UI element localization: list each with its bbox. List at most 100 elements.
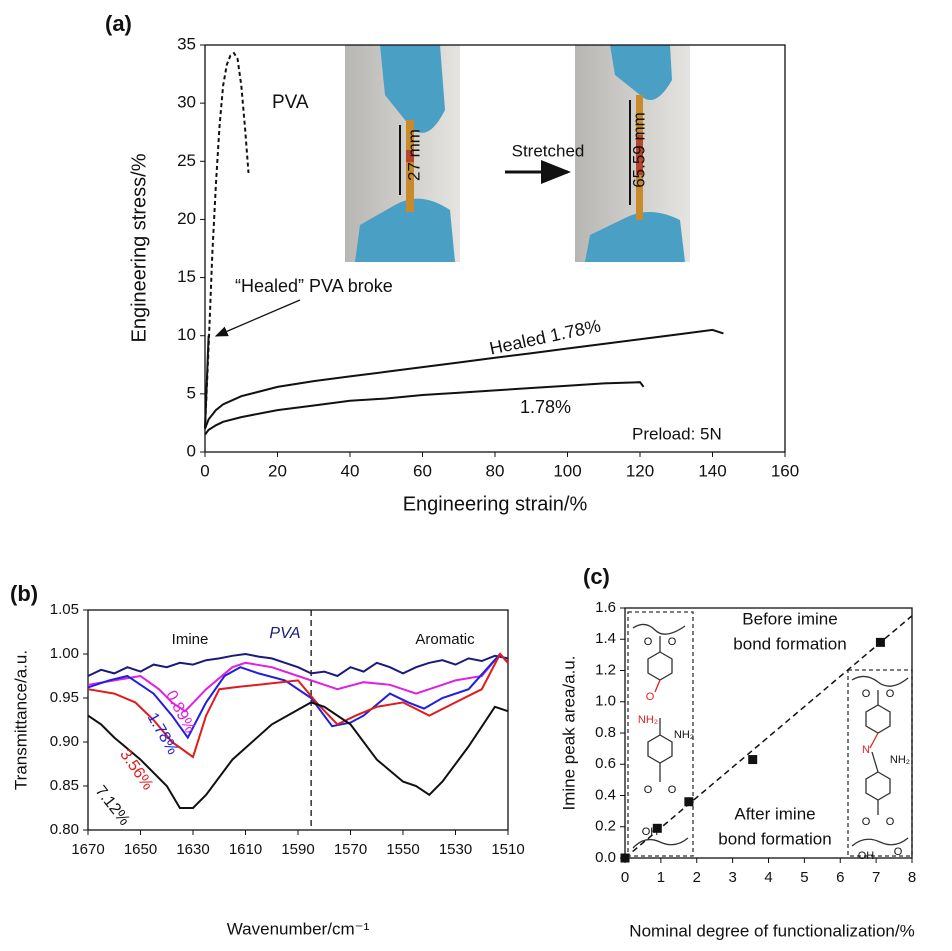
x-axis-title: Nominal degree of functionalization/%: [629, 921, 914, 940]
annotation: “Healed” PVA broke: [235, 276, 393, 296]
y-tick-label: 1.2: [595, 661, 616, 678]
annotation: Aromatic: [415, 631, 475, 648]
photo-inset: [345, 45, 690, 262]
annotation: bond formation: [718, 829, 831, 848]
trend-line: [624, 615, 913, 859]
y-tick-label: 0.90: [50, 733, 79, 750]
y-tick-label: 1.4: [595, 630, 616, 647]
atom-label: O: [862, 688, 871, 700]
inset-label: 65.59 mm: [629, 112, 648, 188]
atom-label: O: [894, 846, 903, 858]
atom-label: NH₂: [890, 754, 910, 766]
data-line: [204, 51, 250, 429]
x-tick-label: 140: [698, 461, 726, 480]
y-tick-label: 0.85: [50, 777, 79, 794]
data-point: [620, 853, 630, 863]
y-tick-label: 1.0: [595, 693, 616, 710]
x-tick-label: 1: [657, 869, 665, 886]
y-tick-label: 10: [177, 325, 196, 344]
annotation: Preload: 5N: [632, 424, 722, 443]
x-tick-label: 1530: [439, 841, 472, 858]
inset-label: Stretched: [512, 141, 585, 160]
data-line: [87, 652, 509, 759]
data-line: [87, 652, 509, 678]
y-tick-label: 0: [187, 441, 196, 460]
y-axis-title: Engineering stress/%: [128, 153, 150, 342]
atom-label: O: [668, 784, 677, 796]
x-tick-label: 8: [908, 869, 916, 886]
y-axis-title: Imine peak area/a.u.: [559, 656, 578, 811]
atom-label: O: [668, 636, 677, 648]
inset-label: 27 mm: [404, 129, 423, 181]
x-tick-label: 4: [764, 869, 772, 886]
x-tick-label: 40: [341, 461, 360, 480]
y-tick-label: 0.8: [595, 724, 616, 741]
x-tick-label: 1670: [71, 841, 104, 858]
panel-label: (b): [10, 581, 38, 606]
data-point: [748, 755, 758, 765]
x-tick-label: 1630: [176, 841, 209, 858]
atom-label: O: [886, 816, 895, 828]
x-tick-label: 1570: [334, 841, 367, 858]
atom-label: OH: [858, 850, 875, 862]
annotation: 1.78%: [520, 397, 571, 417]
x-tick-label: 20: [268, 461, 287, 480]
y-tick-label: 0.95: [50, 689, 79, 706]
series-label: 7.12%: [92, 783, 133, 829]
data-line: [204, 335, 210, 429]
atom-label: NH₂: [638, 714, 658, 726]
y-tick-label: 35: [177, 34, 196, 53]
data-line: [87, 652, 509, 713]
y-tick-label: 30: [177, 93, 196, 112]
x-tick-label: 1650: [124, 841, 157, 858]
x-tick-label: 100: [553, 461, 581, 480]
atom-label: OH: [642, 826, 659, 838]
data-line: [87, 701, 509, 809]
annotation: Imine: [172, 631, 209, 648]
x-tick-label: 160: [771, 461, 799, 480]
x-axis-title: Engineering strain/%: [403, 493, 588, 515]
data-line: [87, 652, 509, 740]
atom-label: NH₂: [674, 729, 694, 741]
x-tick-label: 0: [200, 461, 209, 480]
panel-label: (c): [583, 564, 610, 589]
y-tick-label: 1.6: [595, 599, 616, 616]
annotation-arrow: [214, 299, 301, 337]
data-point: [652, 823, 662, 833]
y-tick-label: 0.80: [50, 821, 79, 838]
y-tick-label: 15: [177, 267, 196, 286]
annotation: After imine: [734, 804, 815, 823]
x-tick-label: 1590: [281, 841, 314, 858]
x-tick-label: 80: [486, 461, 505, 480]
annotation: PVA: [272, 92, 309, 113]
x-tick-label: 1550: [386, 841, 419, 858]
y-tick-label: 0.2: [595, 818, 616, 835]
x-tick-label: 3: [728, 869, 736, 886]
y-tick-label: 20: [177, 209, 196, 228]
data-point: [875, 637, 885, 647]
x-axis-title: Wavenumber/cm⁻¹: [227, 919, 370, 938]
y-tick-label: 1.00: [50, 645, 79, 662]
data-point: [684, 797, 694, 807]
x-tick-label: 120: [626, 461, 654, 480]
x-tick-label: 1510: [491, 841, 524, 858]
data-line: [204, 328, 724, 430]
atom-label: O: [646, 691, 655, 703]
panel-label: (a): [105, 11, 132, 36]
x-tick-label: 6: [836, 869, 844, 886]
series-label: PVA: [269, 625, 300, 642]
y-tick-label: 0.0: [595, 849, 616, 866]
x-tick-label: 60: [413, 461, 432, 480]
atom-label: O: [886, 688, 895, 700]
y-tick-label: 0.4: [595, 786, 616, 803]
x-tick-label: 7: [872, 869, 880, 886]
x-tick-label: 0: [621, 869, 629, 886]
x-tick-label: 1610: [229, 841, 262, 858]
atom-label: O: [644, 636, 653, 648]
annotation: bond formation: [733, 634, 846, 653]
atom-label: O: [862, 816, 871, 828]
y-tick-label: 0.6: [595, 755, 616, 772]
atom-label: N: [862, 744, 870, 756]
annotation: Before imine: [742, 609, 837, 628]
